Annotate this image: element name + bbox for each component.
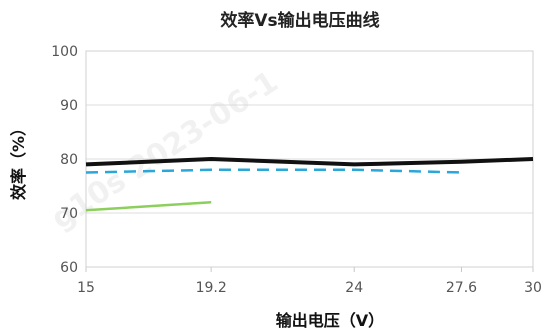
x-tick-label: 24 xyxy=(345,280,363,296)
chart-title: 效率Vs输出电压曲线 xyxy=(220,10,379,31)
x-axis-title: 输出电压（V） xyxy=(276,311,384,330)
series-line-3 xyxy=(85,200,212,212)
y-tick-label: 80 xyxy=(60,152,78,168)
y-tick-labels: 60 70 80 90 100 xyxy=(51,44,78,276)
x-tick-label: 15 xyxy=(77,280,95,296)
series-lines xyxy=(85,157,534,212)
y-tick-label: 100 xyxy=(51,44,78,60)
series-line-2 xyxy=(85,168,462,174)
y-tick-label: 70 xyxy=(60,206,78,222)
x-tick-labels: 15 19.2 24 27.6 30 xyxy=(77,280,542,296)
series-line-1 xyxy=(85,157,534,167)
y-tick-label: 90 xyxy=(60,98,78,114)
y-axis-title: 效率（%） xyxy=(9,120,28,200)
x-tick-label: 19.2 xyxy=(196,280,227,296)
x-tick-label: 27.6 xyxy=(446,280,477,296)
watermark-text: g10s 2023-06-1 xyxy=(45,64,284,236)
x-tick-label: 30 xyxy=(524,280,542,296)
y-tick-label: 60 xyxy=(60,260,78,276)
